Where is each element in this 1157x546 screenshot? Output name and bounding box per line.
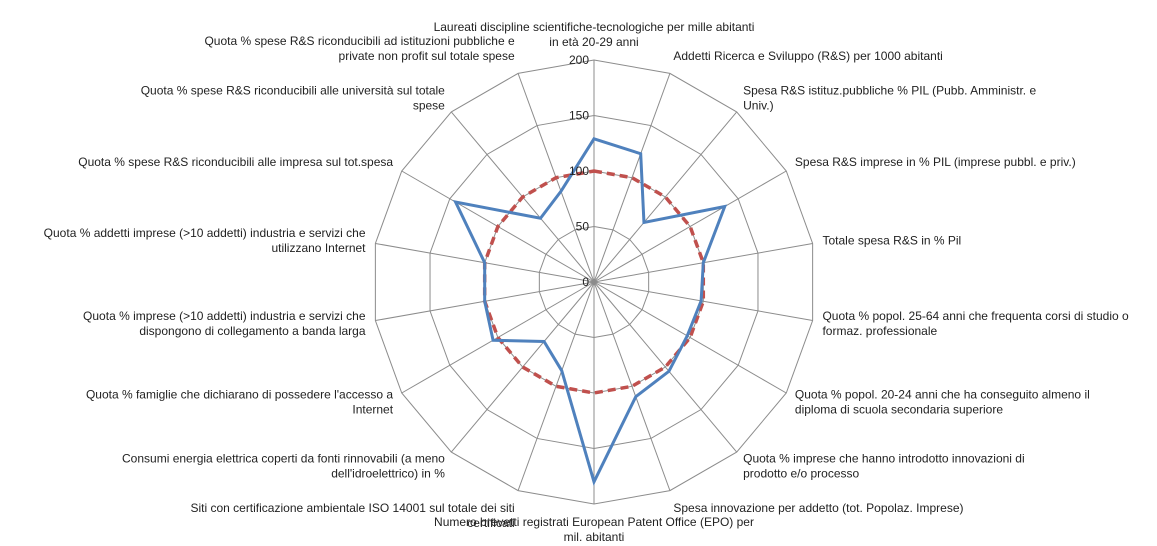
spoke [593, 281, 738, 453]
category-label: Spesa R&S istituz.pubbliche % PIL (Pubb.… [743, 84, 1036, 113]
spoke [593, 111, 738, 283]
spoke [593, 281, 813, 322]
tick-label: 50 [576, 220, 590, 234]
category-label-line: Spesa innovazione per addetto (tot. Popo… [673, 501, 963, 515]
category-label-line: diploma di scuola secondaria superiore [795, 403, 1003, 417]
category-label-line: Siti con certificazione ambientale ISO 1… [190, 501, 514, 515]
category-label: Spesa R&S imprese in % PIL (imprese pubb… [795, 155, 1076, 169]
spoke [593, 281, 787, 394]
spoke [593, 73, 671, 283]
category-label-line: Quota % popol. 20-24 anni che ha consegu… [795, 388, 1090, 402]
category-label-line: Spesa R&S imprese in % PIL (imprese pubb… [795, 155, 1076, 169]
category-label-line: Quota % spese R&S riconducibili alle uni… [141, 84, 445, 98]
category-label-line: Quota % spese R&S riconducibili ad istit… [204, 34, 514, 48]
category-label: Quota % spese R&S riconducibili ad istit… [204, 34, 514, 63]
category-label-line: Spesa R&S istituz.pubbliche % PIL (Pubb.… [743, 84, 1036, 98]
category-label-line: dell'idroelettrico) in % [331, 466, 445, 480]
category-label: Siti con certificazione ambientale ISO 1… [190, 501, 514, 530]
spoke [593, 281, 671, 491]
category-label: Consumi energia elettrica coperti da fon… [122, 451, 445, 480]
category-label: Quota % spese R&S riconducibili alle uni… [141, 84, 445, 113]
category-label: Spesa innovazione per addetto (tot. Popo… [673, 501, 963, 515]
category-label-line: Quota % popol. 25-64 anni che frequenta … [822, 309, 1129, 323]
category-label-line: private non profit sul totale spese [339, 49, 515, 63]
category-label-line: utilizzano Internet [271, 241, 366, 255]
category-labels: Laureati discipline scientifiche-tecnolo… [44, 20, 1129, 544]
category-label: Addetti Ricerca e Sviluppo (R&S) per 100… [673, 49, 942, 63]
category-label-line: Quota % famiglie che dichiarano di posse… [86, 388, 393, 402]
category-label-line: Numero brevetti registrati European Pate… [434, 515, 754, 529]
spoke [593, 170, 787, 283]
category-label: Totale spesa R&S in % Pil [822, 233, 961, 247]
category-label-line: mil. abitanti [564, 530, 625, 544]
category-label: Quota % imprese (>10 addetti) industria … [83, 309, 366, 338]
category-label: Quota % popol. 20-24 anni che ha consegu… [795, 388, 1090, 417]
category-label: Quota % famiglie che dichiarano di posse… [86, 388, 394, 417]
category-label-line: in età 20-29 anni [549, 35, 638, 49]
category-label-line: Quota % spese R&S riconducibili alle imp… [78, 155, 393, 169]
category-label: Quota % imprese che hanno introdotto inn… [743, 451, 1025, 480]
category-label-line: Quota % imprese che hanno introdotto inn… [743, 451, 1025, 465]
tick-labels: 0 50 100 150 200 [569, 53, 589, 289]
category-label-line: certificati [467, 516, 514, 530]
category-label: Quota % spese R&S riconducibili alle imp… [78, 155, 393, 169]
category-label-line: Quota % addetti imprese (>10 addetti) in… [44, 226, 366, 240]
series-layer [452, 137, 728, 486]
category-label: Numero brevetti registrati European Pate… [434, 515, 754, 544]
category-label-line: spese [413, 99, 445, 113]
category-label-line: dispongono di collegamento a banda larga [139, 324, 365, 338]
series-reference-line [482, 169, 706, 395]
category-label: Quota % addetti imprese (>10 addetti) in… [44, 226, 367, 255]
spoke [517, 281, 595, 491]
tick-label: 150 [569, 109, 589, 123]
category-label-line: Addetti Ricerca e Sviluppo (R&S) per 100… [673, 49, 942, 63]
category-label-line: Internet [352, 403, 393, 417]
category-label-line: Consumi energia elettrica coperti da fon… [122, 451, 445, 465]
tick-label: 200 [569, 53, 589, 67]
category-label-line: Quota % imprese (>10 addetti) industria … [83, 309, 366, 323]
category-label-line: prodotto e/o processo [743, 466, 859, 480]
category-label: Quota % popol. 25-64 anni che frequenta … [822, 309, 1129, 338]
spoke [450, 281, 595, 453]
category-label: Laureati discipline scientifiche-tecnolo… [434, 20, 755, 49]
category-label-line: Laureati discipline scientifiche-tecnolo… [434, 20, 755, 34]
tick-label: 100 [569, 164, 589, 178]
category-label-line: Totale spesa R&S in % Pil [822, 233, 961, 247]
category-label-line: Univ.) [743, 99, 773, 113]
series-region-line [452, 137, 728, 486]
grid [374, 59, 814, 505]
category-label-line: formaz. professionale [822, 324, 937, 338]
tick-label: 0 [582, 275, 589, 289]
